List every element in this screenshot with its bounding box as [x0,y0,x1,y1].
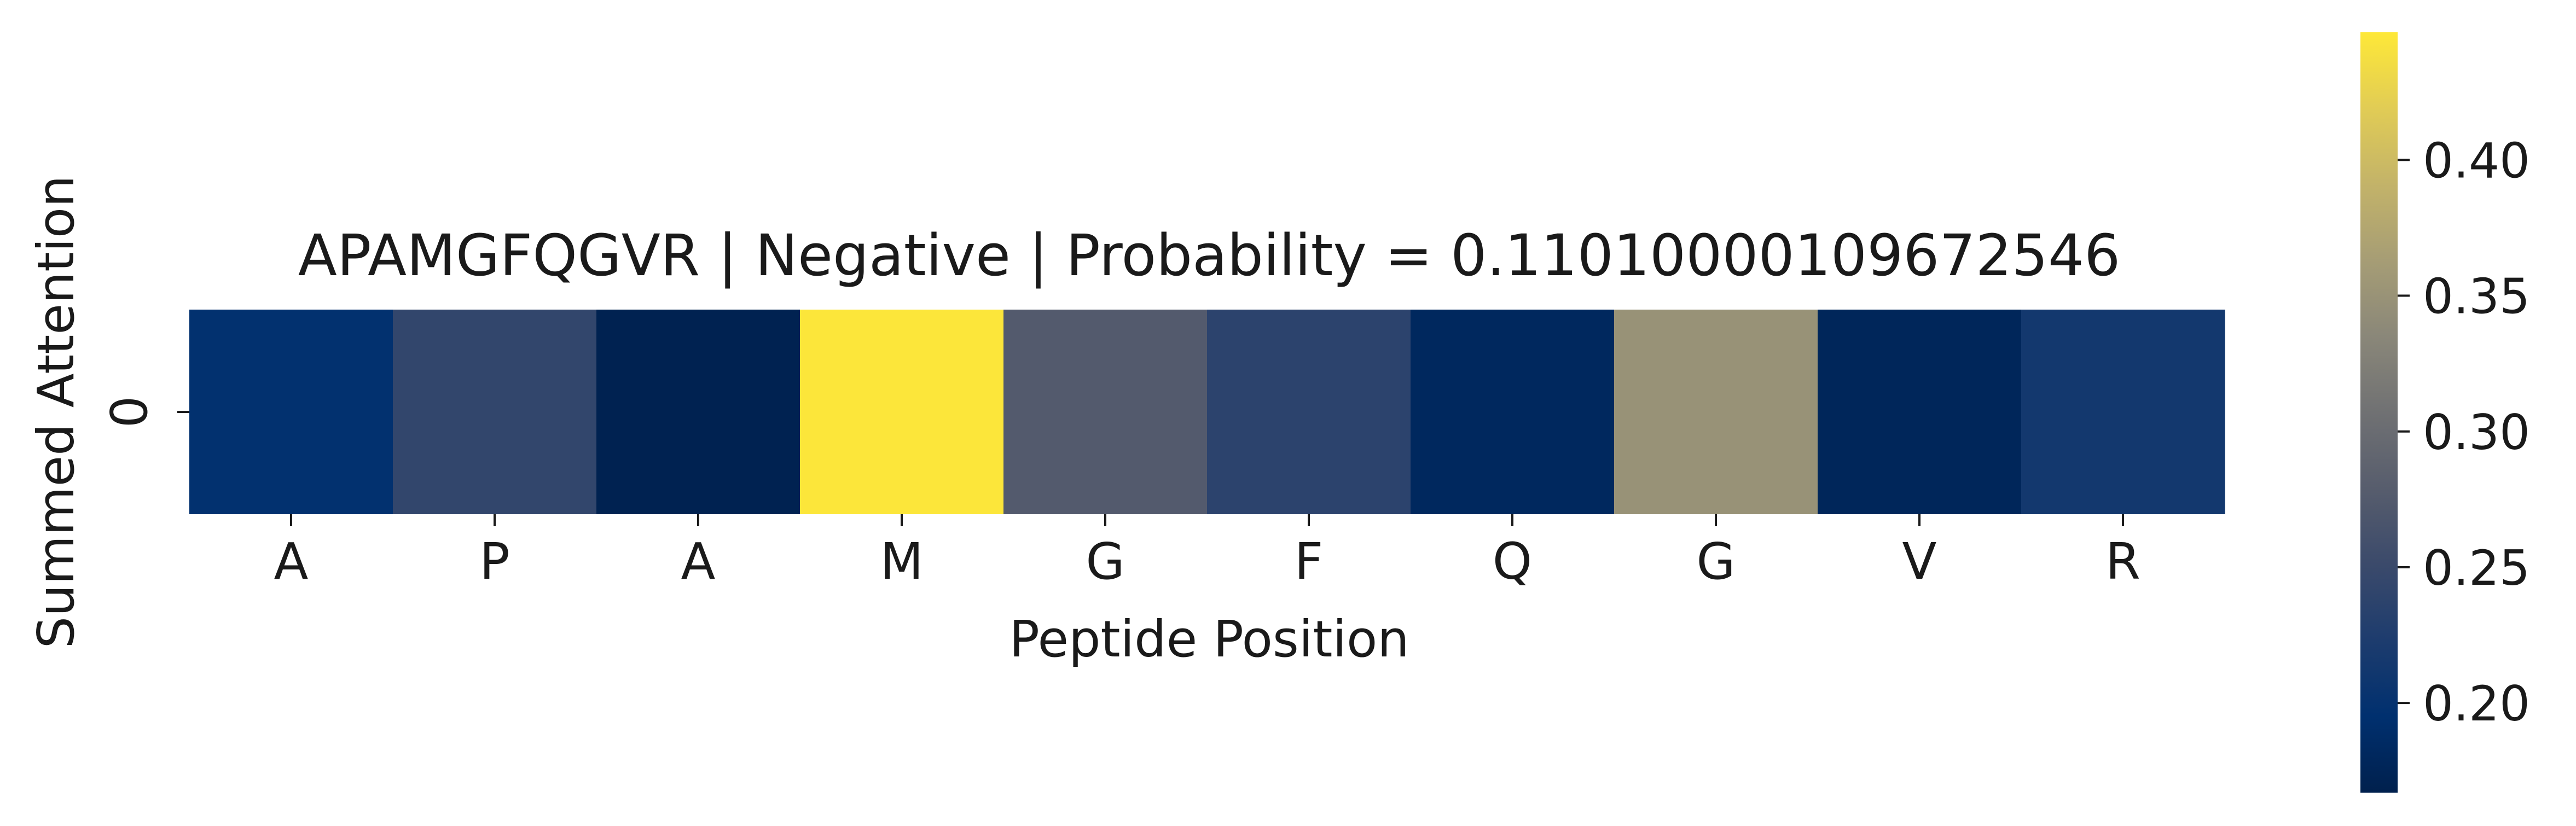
heatmap-cell [1614,310,1818,514]
x-tick-label: Q [1493,532,1532,591]
heatmap-cell [596,310,800,514]
colorbar-tick-label: 0.30 [2423,404,2530,461]
heatmap-cells [189,310,2225,514]
y-tick-label: 0 [100,396,159,428]
heatmap-cell [1003,310,1208,514]
heatmap-cell [2021,310,2225,514]
heatmap-cell [1411,310,1615,514]
x-tick-label: G [1086,532,1124,591]
colorbar-tick-label: 0.35 [2423,269,2530,325]
x-tick-label: A [681,532,716,591]
x-tick-label: M [880,532,923,591]
chart-title: APAMGFQGVR | Negative | Probability = 0.… [298,222,2121,289]
x-axis-label: Peptide Position [1009,610,1409,668]
x-tick-label: P [479,532,509,591]
x-tick-label: R [2105,532,2140,591]
heatmap-cell [1818,310,2022,514]
x-tick-label: G [1696,532,1735,591]
colorbar-tick-label: 0.20 [2423,676,2530,732]
heatmap-cell [800,310,1004,514]
x-tick-label: A [274,532,309,591]
x-tick-label: F [1295,532,1324,591]
colorbar-tick-label: 0.25 [2423,540,2530,596]
x-tick-label: V [1902,532,1937,591]
colorbar [2360,32,2398,793]
y-axis-ticks: 0 [100,396,189,428]
heatmap-cell [189,310,393,514]
heatmap-cell [393,310,597,514]
heatmap-cell [1207,310,1411,514]
colorbar-tick-label: 0.40 [2423,132,2530,189]
colorbar-ticks: 0.20 0.25 0.30 0.35 0.40 [2398,132,2530,732]
y-axis-label: Summed Attention [27,176,85,649]
